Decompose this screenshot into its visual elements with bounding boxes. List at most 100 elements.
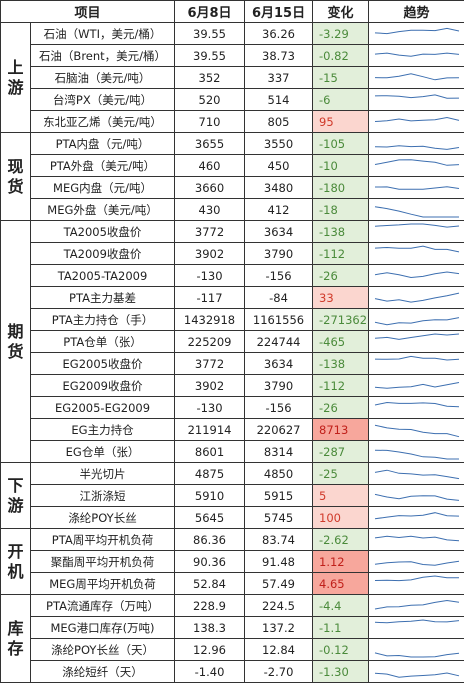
value-cell: 3902 (174, 242, 246, 265)
sparkline-path (374, 652, 460, 658)
sparkline (375, 355, 460, 361)
sparkline (375, 186, 460, 190)
change-cell: -26 (312, 264, 370, 287)
sparkline-path (375, 575, 460, 582)
value-cell: -156 (244, 264, 314, 287)
change-cell: -1.1 (312, 616, 370, 639)
sparkline (374, 401, 460, 408)
item-name: 半光切片 (29, 462, 176, 485)
sparkline (374, 52, 460, 57)
sparkline (374, 652, 460, 658)
value-cell: 8601 (174, 440, 246, 463)
item-name: PTA主力基差 (29, 286, 176, 309)
trend-cell (368, 110, 464, 133)
sparkline (374, 672, 460, 678)
value-cell: 3790 (244, 374, 314, 397)
trend-cell (368, 330, 464, 353)
trend-cell (368, 22, 464, 45)
value-cell: -2.70 (244, 660, 314, 683)
sparkline-path (374, 512, 460, 520)
value-cell: 137.2 (244, 616, 314, 639)
table-row: 东北亚乙烯（美元/吨） 710 805 95 (1, 110, 464, 133)
sparkline (374, 599, 460, 610)
change-cell: -138 (312, 220, 370, 243)
sparkline (375, 94, 460, 99)
change-cell: -18 (312, 198, 370, 221)
trend-cell (368, 352, 464, 375)
value-cell: 224.5 (244, 594, 314, 617)
change-cell: 33 (312, 286, 370, 309)
trend-cell (368, 308, 464, 331)
change-cell: -465 (312, 330, 370, 353)
table-row: EG2005收盘价 3772 3634 -138 (1, 352, 464, 375)
sparkline (374, 223, 460, 228)
value-cell: 3480 (244, 176, 314, 199)
section-label: 现货 (0, 132, 31, 221)
item-name: 江浙涤短 (29, 484, 176, 507)
item-name: EG主力持仓 (29, 418, 176, 441)
sparkline-path (375, 355, 460, 361)
header-row: 项目 6月8日 6月15日 变化 趋势 (0, 0, 464, 23)
change-cell: 8713 (312, 418, 370, 441)
value-cell: 12.84 (244, 638, 314, 661)
sparkline-path (374, 116, 460, 122)
header-cell: 6月8日 (174, 0, 246, 23)
table-row: TA2009收盘价 3902 3790 -112 (1, 242, 464, 265)
value-cell: 805 (244, 110, 314, 133)
table-row: 期货 TA2005收盘价 3772 3634 -138 (0, 220, 464, 463)
trend-cell (368, 594, 464, 617)
sparkline-path (374, 159, 460, 166)
value-cell: 5910 (174, 484, 246, 507)
change-cell: -3.29 (312, 22, 370, 45)
table-row: 台湾PX（美元/吨） 520 514 -6 (1, 88, 464, 111)
item-name: MEG周平均开机负荷 (29, 572, 176, 595)
item-name: MEG港口库存(万吨) (29, 616, 176, 639)
value-cell: 3634 (244, 220, 314, 243)
value-cell: 520 (174, 88, 246, 111)
value-cell: 352 (174, 66, 246, 89)
trend-cell (368, 660, 464, 683)
table-row: 石油（Brent，美元/桶） 39.55 38.73 -0.82 (1, 44, 464, 67)
change-cell: 1.12 (312, 550, 370, 573)
item-name: MEG内盘（元/吨） (29, 176, 176, 199)
sparkline (374, 469, 460, 480)
sparkline-path (374, 333, 460, 340)
value-cell: 4850 (244, 462, 314, 485)
table-row: 涤纶POY长丝 5645 5745 100 (1, 506, 464, 529)
header-cell: 变化 (312, 0, 370, 23)
change-cell: -105 (312, 132, 370, 155)
value-cell: 224744 (244, 330, 314, 353)
change-cell: -25 (312, 462, 370, 485)
section-label: 上游 (0, 22, 31, 133)
value-cell: 8314 (244, 440, 314, 463)
value-cell: 460 (174, 154, 246, 177)
value-cell: -130 (174, 396, 246, 419)
table-row: MEG外盘（美元/吨） 430 412 -18 (1, 198, 464, 221)
value-cell: 3772 (174, 220, 246, 243)
sparkline-path (374, 619, 460, 624)
change-cell: -0.82 (312, 44, 370, 67)
value-cell: 90.36 (174, 550, 246, 573)
item-name: PTA内盘（元/吨） (29, 132, 176, 155)
sparkline (374, 512, 460, 520)
value-cell: 3772 (174, 352, 246, 375)
value-cell: -117 (174, 286, 246, 309)
section-label: 下游 (0, 462, 31, 529)
value-cell: 3655 (174, 132, 246, 155)
trend-cell (368, 264, 464, 287)
trend-cell (368, 616, 464, 639)
value-cell: 83.74 (244, 528, 314, 551)
value-cell: 4875 (174, 462, 246, 485)
sparkline (374, 317, 460, 326)
table-row: MEG港口库存(万吨) 138.3 137.2 -1.1 (1, 616, 464, 639)
trend-cell (368, 462, 464, 485)
table-row: 上游 石油（WTI，美元/桶） 39.55 36.26 -3.29 (0, 22, 464, 133)
sparkline-path (374, 271, 460, 279)
value-cell: 38.73 (244, 44, 314, 67)
sparkline (375, 73, 460, 81)
change-cell: -1.30 (312, 660, 370, 683)
header-cell: 6月15日 (244, 0, 314, 23)
value-cell: 3902 (174, 374, 246, 397)
value-cell: 5915 (244, 484, 314, 507)
trend-cell (368, 132, 464, 155)
